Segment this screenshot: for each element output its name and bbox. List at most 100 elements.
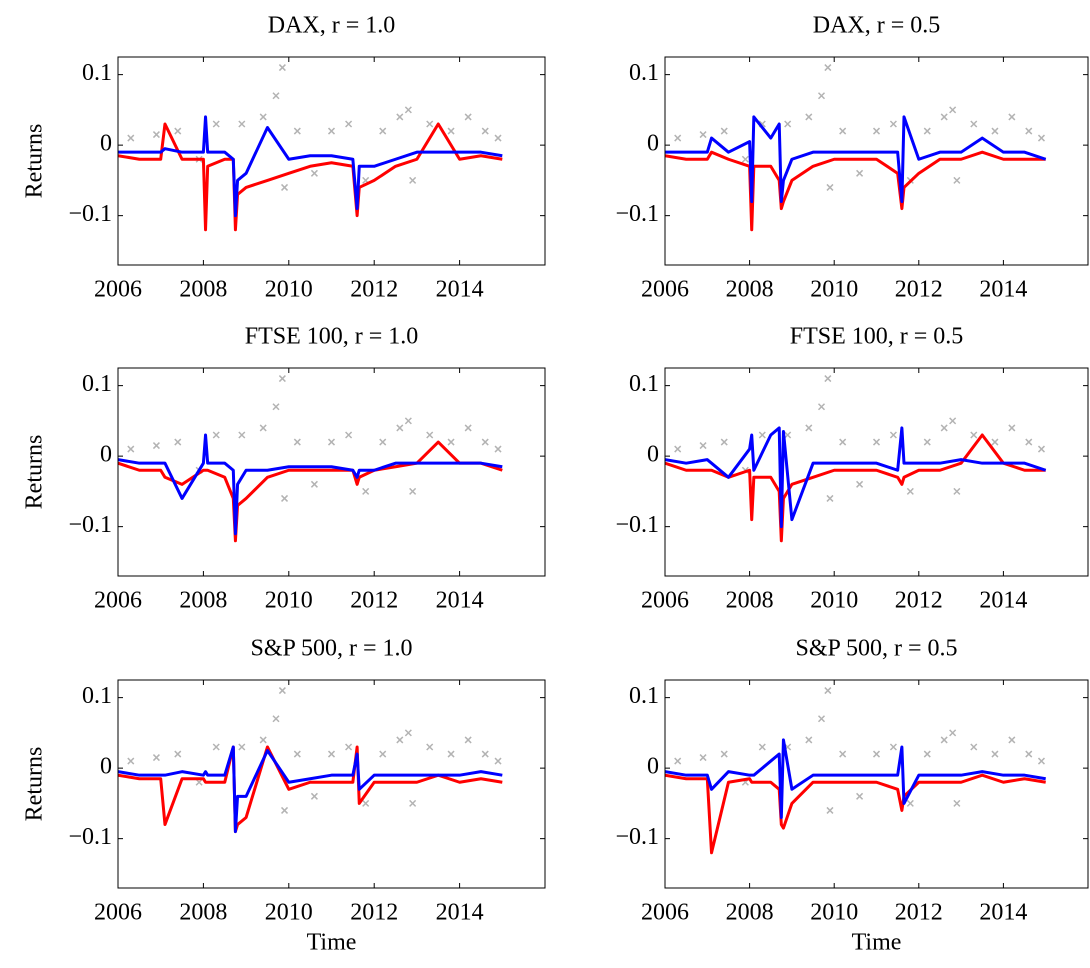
axes-box [117, 367, 546, 577]
x-axis-label: Time [852, 930, 902, 956]
x-tick-label: 2010 [810, 900, 858, 926]
y-axis-label: Returns [22, 747, 48, 822]
scatter-marker [278, 375, 286, 383]
scatter-marker [259, 113, 267, 121]
scatter-marker [817, 92, 826, 100]
scatter-marker [127, 757, 135, 765]
scatter-marker [805, 736, 813, 744]
x-tick-label: 2006 [94, 900, 142, 926]
scatter-marker [923, 750, 931, 758]
scatter-marker [889, 120, 897, 128]
scatter-marker [1025, 750, 1033, 758]
scatter-marker [464, 424, 472, 432]
scatter-marker [872, 127, 881, 135]
y-tick-label: 0.1 [82, 683, 112, 709]
scatter-marker [817, 403, 826, 411]
scatter-marker [856, 792, 864, 800]
scatter-marker [272, 715, 280, 723]
data-line [665, 426, 1047, 529]
axes-box [117, 56, 546, 266]
scatter-marker [784, 120, 792, 128]
y-tick-label: −0.1 [615, 201, 659, 227]
x-tick-label: 2010 [810, 277, 858, 303]
scatter-marker [481, 127, 489, 135]
scatter-marker [784, 431, 792, 439]
scatter-marker [327, 750, 336, 758]
scatter-marker [741, 155, 749, 163]
plot-area [118, 375, 503, 543]
scatter-marker [1037, 445, 1046, 453]
scatter-marker [280, 494, 289, 502]
scatter-marker [195, 778, 203, 786]
scatter-marker [464, 736, 472, 744]
y-tick-label: 0 [647, 754, 659, 780]
scatter-marker [127, 445, 135, 453]
x-tick-label: 2010 [810, 588, 858, 614]
scatter-marker [970, 743, 978, 751]
data-line [118, 745, 503, 834]
scatter-marker [426, 431, 434, 439]
scatter-marker [447, 438, 455, 446]
x-tick-label: 2006 [641, 588, 689, 614]
scatter-marker [310, 792, 318, 800]
y-axis-label: Returns [22, 435, 48, 510]
scatter-marker [345, 743, 353, 751]
scatter-marker [426, 120, 434, 128]
scatter-marker [805, 424, 813, 432]
y-tick-label: 0 [100, 754, 112, 780]
scatter-marker [293, 750, 301, 758]
scatter-marker [949, 417, 957, 425]
data-line [665, 773, 1046, 855]
scatter-marker [409, 799, 417, 807]
scatter-marker [447, 127, 455, 135]
scatter-marker [940, 424, 948, 432]
scatter-marker [396, 424, 404, 432]
y-tick-label: 0 [647, 442, 659, 468]
subplot-title: FTSE 100, r = 0.5 [790, 324, 964, 350]
scatter-marker [856, 480, 864, 488]
scatter-marker [720, 750, 728, 758]
scatter-marker [362, 487, 370, 495]
scatter-marker [447, 750, 455, 758]
plot-area [665, 375, 1047, 543]
scatter-marker [494, 445, 502, 453]
scatter-marker [345, 120, 353, 128]
scatter-marker [310, 480, 318, 488]
scatter-marker [1008, 113, 1016, 121]
scatter-marker [396, 113, 404, 121]
scatter-marker [293, 127, 301, 135]
x-tick-label: 2012 [350, 588, 398, 614]
scatter-marker [238, 431, 246, 439]
scatter-marker [839, 127, 847, 135]
scatter-marker [238, 120, 246, 128]
x-tick-label: 2014 [436, 588, 484, 614]
scatter-marker [1037, 757, 1046, 765]
scatter-marker [152, 131, 160, 139]
scatter-marker [152, 442, 160, 450]
scatter-marker [278, 687, 286, 695]
scatter-marker [212, 120, 220, 128]
plot-area [665, 687, 1046, 855]
plot-area [118, 64, 503, 232]
scatter-marker [720, 438, 728, 446]
scatter-marker [839, 438, 847, 446]
plot-area [665, 64, 1047, 232]
subplot-title: DAX, r = 1.0 [268, 13, 396, 39]
y-tick-label: 0.1 [629, 683, 659, 709]
scatter-marker [674, 445, 682, 453]
scatter-marker [379, 750, 387, 758]
scatter-marker [699, 754, 707, 762]
x-tick-label: 2008 [179, 900, 227, 926]
scatter-marker [889, 743, 897, 751]
scatter-marker [824, 687, 832, 695]
scatter-marker [991, 438, 999, 446]
scatter-marker [409, 176, 417, 184]
scatter-marker [152, 754, 160, 762]
scatter-marker [280, 806, 289, 814]
scatter-marker [1025, 127, 1033, 135]
y-axis-label: Returns [22, 124, 48, 199]
y-tick-label: −0.1 [68, 201, 112, 227]
y-tick-label: 0.1 [629, 60, 659, 86]
x-axis-label: Time [307, 930, 357, 956]
scatter-marker [1025, 438, 1033, 446]
